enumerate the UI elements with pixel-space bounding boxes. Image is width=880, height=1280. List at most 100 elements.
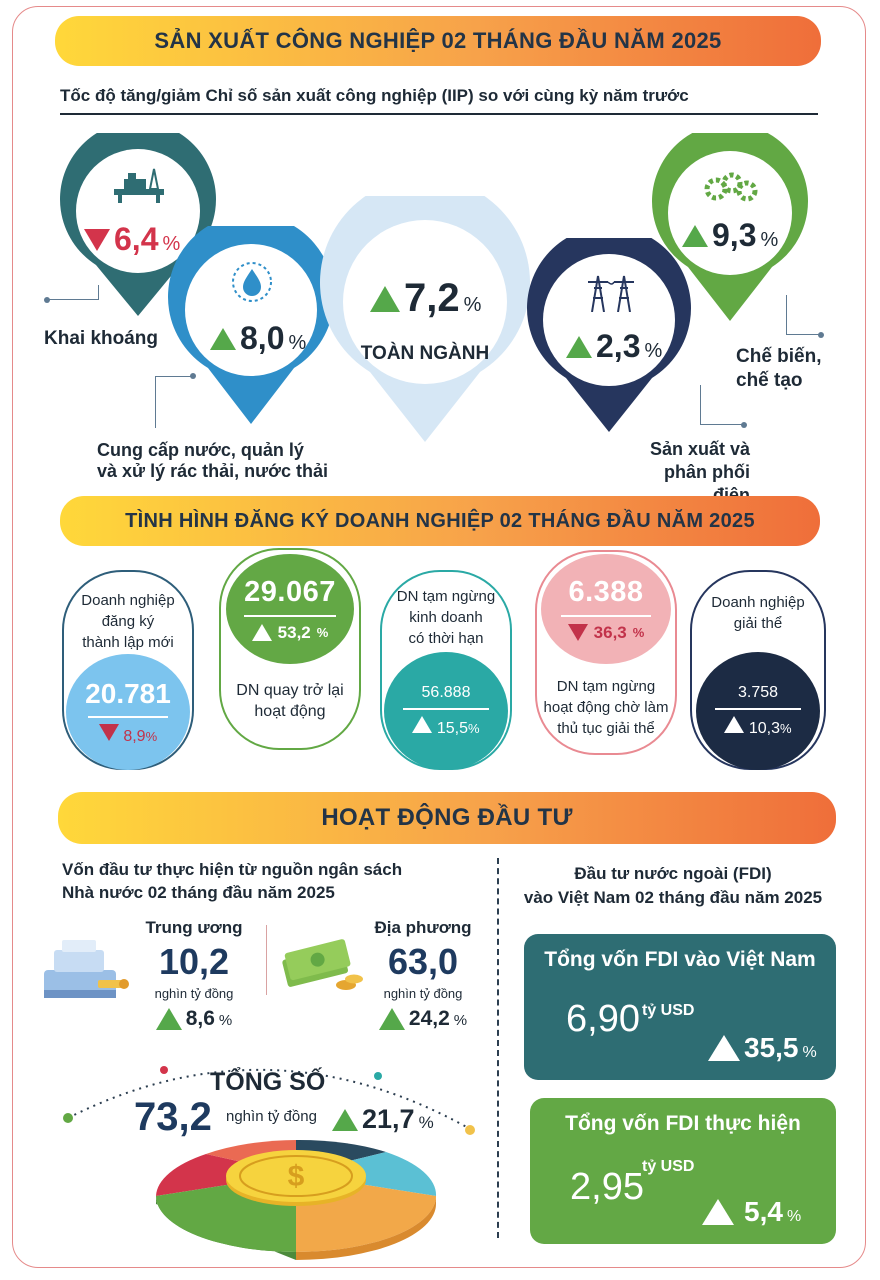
total-change: 21,7% <box>332 1104 434 1135</box>
central-block: Trung ương 10,2 nghìn tỷ đồng 8,6% <box>130 918 258 1031</box>
pending-value: 6.388 <box>568 575 644 608</box>
pending-down-icon <box>567 624 588 641</box>
card-pending-dissolution: 6.388 36,3% DN tạm ngừng hoạt động chờ l… <box>535 550 677 755</box>
suspended-change: 15,5% <box>412 716 480 738</box>
dissolved-up-icon <box>724 716 745 733</box>
central-label: Trung ương <box>145 918 243 937</box>
fdi-realized-card: Tổng vốn FDI thực hiện 2,95 tỷ USD 5,4% <box>530 1098 836 1244</box>
mining-value: 6,4% <box>84 221 180 258</box>
total-pin: 7,2% TOÀN NGÀNH <box>318 196 532 444</box>
industrial-banner: SẢN XUẤT CÔNG NGHIỆP 02 THÁNG ĐẦU NĂM 20… <box>55 16 821 66</box>
total-value: 73,2 <box>134 1095 212 1139</box>
water-value: 8,0% <box>210 320 306 357</box>
mining-connector <box>47 285 99 300</box>
fdi-realized-unit: tỷ USD <box>642 1158 695 1175</box>
local-value: 63,0 <box>387 941 459 982</box>
local-label: Địa phương <box>374 918 472 937</box>
suspended-up-icon <box>412 716 433 733</box>
returned-up-icon <box>251 624 272 641</box>
manufacturing-label: Chế biến, chế tạo <box>736 346 822 391</box>
cash-register-icon <box>44 940 129 998</box>
manufacturing-up-icon <box>682 224 708 247</box>
new-business-change: 8,9% <box>98 724 157 746</box>
new-business-bubble: 20.781 8,9% <box>66 654 190 770</box>
card-new-business: Doanh nghiệp đăng ký thành lập mới <box>62 570 194 770</box>
business-title: TÌNH HÌNH ĐĂNG KÝ DOANH NGHIỆP 02 THÁNG … <box>125 509 755 532</box>
new-business-value: 20.781 <box>85 678 171 709</box>
page-frame <box>12 6 866 1268</box>
pending-divider <box>561 614 651 617</box>
returned-divider <box>244 614 336 617</box>
pending-bubble: 6.388 36,3% <box>541 554 671 664</box>
fdi-registered-value: 6,90 <box>566 998 640 1040</box>
oil-rig-icon <box>114 168 164 203</box>
total-up-icon <box>370 285 400 312</box>
fdi-realized-value: 2,95 <box>570 1166 644 1208</box>
business-banner: TÌNH HÌNH ĐĂNG KÝ DOANH NGHIỆP 02 THÁNG … <box>60 496 820 546</box>
water-up-icon <box>210 327 236 350</box>
gears-icon <box>704 172 758 202</box>
total-arc <box>63 1066 475 1135</box>
fdi-realized-change: 5,4% <box>702 1196 801 1228</box>
local-change: 24,2% <box>368 1007 478 1031</box>
suspended-divider <box>403 708 489 710</box>
fdi-registered-card: Tổng vốn FDI vào Việt Nam 6,90 tỷ USD 35… <box>524 934 836 1080</box>
card-returned-business: 29.067 53,2% DN quay trở lại hoạt động <box>219 548 361 750</box>
water-drop-icon <box>232 262 272 302</box>
electricity-value: 2,3% <box>566 328 662 365</box>
budget-divider <box>266 925 267 995</box>
local-unit: nghìn tỷ đồng <box>383 986 463 1001</box>
manufacturing-connector <box>786 295 822 335</box>
iip-subtitle: Tốc độ tăng/giảm Chỉ số sản xuất công ng… <box>60 86 689 105</box>
dissolved-bubble: 3.758 10,3% <box>696 652 820 770</box>
pending-change: 36,3% <box>567 623 644 643</box>
mining-connector-dot <box>44 297 50 303</box>
fdi-title: Đầu tư nước ngoài (FDI) vào Việt Nam 02 … <box>523 864 823 907</box>
fdi-realized-label: Tổng vốn FDI thực hiện <box>565 1112 801 1135</box>
fdi-registered-label: Tổng vốn FDI vào Việt Nam <box>544 948 816 971</box>
investment-banner: HOẠT ĐỘNG ĐẦU TƯ <box>58 792 836 844</box>
investment-vertical-divider <box>497 858 499 1238</box>
new-business-down-icon <box>98 724 119 741</box>
electricity-connector-dot <box>741 422 747 428</box>
new-business-divider <box>88 716 168 718</box>
dissolved-divider <box>715 708 801 710</box>
central-value: 10,2 <box>158 941 230 982</box>
electricity-pin: 2,3% <box>524 238 694 434</box>
fdi-registered-change: 35,5% <box>708 1032 817 1064</box>
investment-title: HOẠT ĐỘNG ĐẦU TƯ <box>321 804 573 831</box>
budget-title: Vốn đầu tư thực hiện từ nguồn ngân sách … <box>62 860 403 902</box>
industrial-title: SẢN XUẤT CÔNG NGHIỆP 02 THÁNG ĐẦU NĂM 20… <box>154 28 722 53</box>
central-change: 8,6% <box>130 1007 258 1031</box>
returned-value: 29.067 <box>244 575 336 608</box>
local-up-icon <box>378 1008 405 1030</box>
manufacturing-value: 9,3% <box>682 217 778 254</box>
mining-down-icon <box>84 228 110 251</box>
fdi-registered-unit: tỷ USD <box>642 1002 695 1019</box>
returned-bubble: 29.067 53,2% <box>226 554 354 664</box>
water-connector-dot <box>190 373 196 379</box>
water-label: Cung cấp nước, quản lý và xử lý rác thải… <box>97 440 328 481</box>
total-label: TỔNG SỐ <box>210 1068 326 1096</box>
suspended-bubble: 56.888 15,5% <box>384 652 508 770</box>
mining-label: Khai khoáng <box>44 328 159 349</box>
manufacturing-pin: 9,3% <box>650 133 810 323</box>
fdi-registered-up-icon <box>708 1035 740 1061</box>
money-stack-icon <box>282 939 363 990</box>
returned-change: 53,2% <box>251 623 328 643</box>
manufacturing-connector-dot <box>818 332 824 338</box>
coin-donut: $ <box>156 1139 437 1260</box>
central-up-icon <box>155 1008 182 1030</box>
suspended-value: 56.888 <box>421 684 471 701</box>
total-label: TOÀN NGÀNH <box>360 343 490 364</box>
mining-pin: 6,4% <box>58 133 218 318</box>
electricity-connector <box>700 385 744 425</box>
total-value: 7,2% <box>370 276 481 321</box>
total-pin-shape <box>320 196 530 442</box>
water-connector <box>155 376 193 428</box>
dissolved-change: 10,3% <box>724 716 792 738</box>
card-dissolved-business: Doanh nghiệp giải thể <box>690 570 826 770</box>
dissolved-value: 3.758 <box>737 684 779 701</box>
subtitle-rule <box>60 113 818 115</box>
electricity-up-icon <box>566 335 592 358</box>
